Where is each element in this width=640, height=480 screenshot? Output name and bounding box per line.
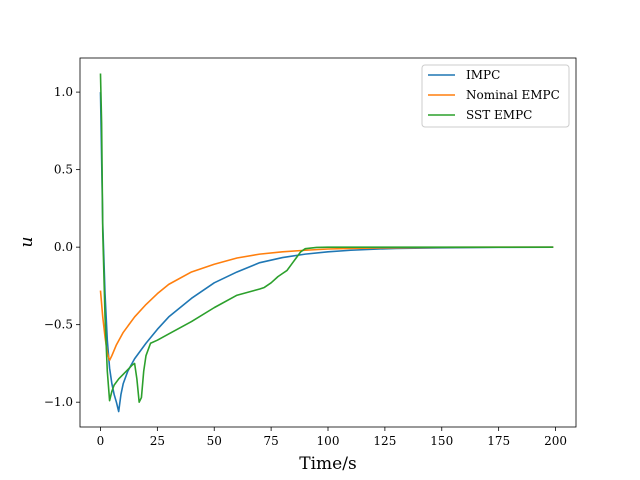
x-tick-label: 175 bbox=[487, 434, 510, 448]
plot-frame bbox=[79, 57, 577, 428]
y-tick-label: 0.0 bbox=[54, 240, 73, 254]
legend-items: IMPC Nominal EMPC SST EMPC bbox=[428, 68, 560, 122]
legend-label-1: IMPC bbox=[466, 68, 500, 82]
legend-label-2: Nominal EMPC bbox=[466, 88, 560, 102]
series-line-2 bbox=[99, 246, 554, 362]
x-tick-label: 150 bbox=[430, 434, 453, 448]
x-tick-label: 200 bbox=[544, 434, 567, 448]
x-tick-label: 50 bbox=[207, 434, 222, 448]
legend: IMPC Nominal EMPC SST EMPC bbox=[421, 64, 570, 128]
y-axis-label: u bbox=[17, 237, 37, 248]
y-axis-ticks: −1.0 −0.5 0.0 0.5 1.0 bbox=[44, 85, 80, 409]
y-tick-label: 0.5 bbox=[54, 163, 73, 177]
series-line-3 bbox=[99, 73, 554, 403]
x-axis-label: Time/s bbox=[299, 454, 356, 474]
series-line-1 bbox=[99, 92, 554, 413]
x-tick-label: 75 bbox=[263, 434, 278, 448]
x-tick-label: 100 bbox=[317, 434, 340, 448]
x-tick-label: 125 bbox=[373, 434, 396, 448]
legend-box bbox=[421, 64, 570, 128]
legend-label-3: SST EMPC bbox=[466, 108, 532, 122]
y-tick-label: −1.0 bbox=[44, 395, 73, 409]
y-tick-label: 1.0 bbox=[54, 85, 73, 99]
y-tick-label: −0.5 bbox=[44, 318, 73, 332]
x-tick-label: 0 bbox=[97, 434, 105, 448]
x-axis-ticks: 0 25 50 75 100 125 150 175 200 bbox=[97, 427, 567, 448]
x-tick-label: 25 bbox=[150, 434, 165, 448]
plot-lines bbox=[99, 73, 554, 413]
